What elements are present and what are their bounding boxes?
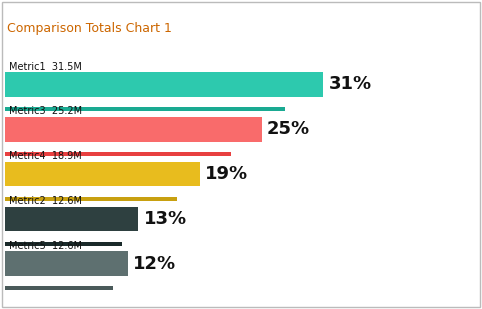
Bar xyxy=(5,197,176,201)
Text: 25%: 25% xyxy=(267,120,310,138)
Text: Metric3  25.2M: Metric3 25.2M xyxy=(9,107,82,116)
Bar xyxy=(5,286,113,290)
Bar xyxy=(5,117,262,142)
Text: 13%: 13% xyxy=(144,210,187,228)
Bar xyxy=(5,242,122,246)
Text: 31%: 31% xyxy=(328,75,372,93)
Bar xyxy=(5,107,285,111)
Text: 12%: 12% xyxy=(133,255,176,273)
Bar xyxy=(5,252,128,276)
Bar xyxy=(5,72,323,97)
Bar xyxy=(5,207,138,231)
Text: Metric4  18.9M: Metric4 18.9M xyxy=(9,151,81,161)
Text: Metric2  12.6M: Metric2 12.6M xyxy=(9,196,82,206)
Text: Metric5  12.6M: Metric5 12.6M xyxy=(9,241,82,251)
Text: Metric1  31.5M: Metric1 31.5M xyxy=(9,61,82,72)
Bar xyxy=(5,152,231,156)
Bar xyxy=(5,162,200,186)
Text: 19%: 19% xyxy=(205,165,248,183)
Text: Comparison Totals Chart 1: Comparison Totals Chart 1 xyxy=(7,22,172,35)
